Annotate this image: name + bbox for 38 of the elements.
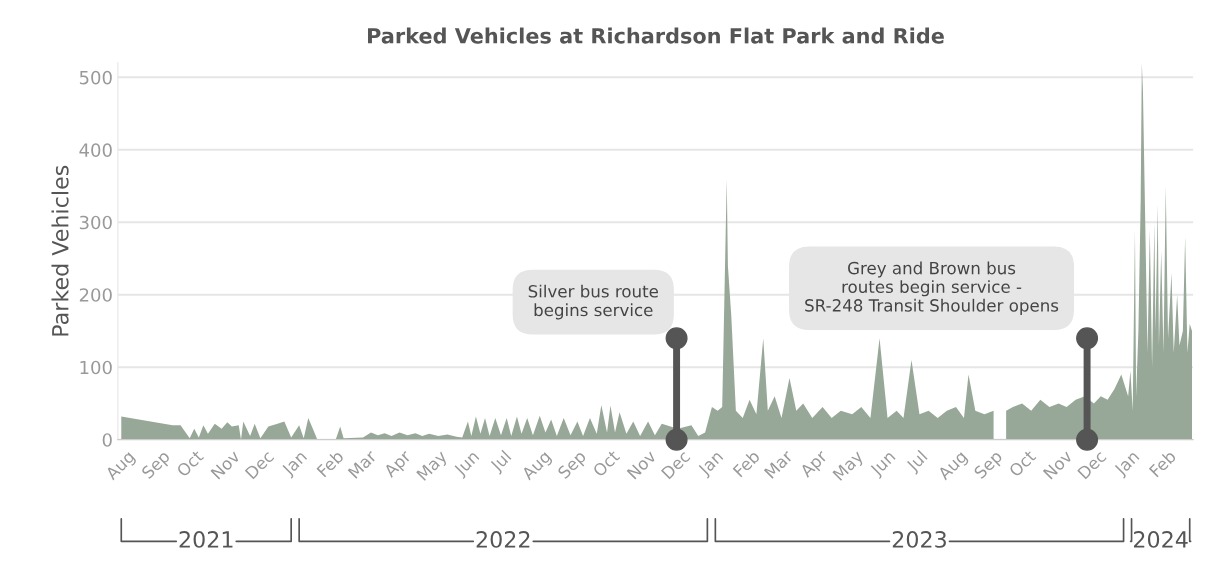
- y-tick-label: 0: [102, 433, 112, 447]
- x-tick-label: Mar: [347, 449, 378, 479]
- x-tick-label: Mar: [763, 449, 794, 479]
- x-tick-label: Jan: [1113, 450, 1142, 479]
- x-tick-label: Jun: [868, 450, 898, 480]
- x-tick-label: Feb: [316, 449, 345, 478]
- y-axis-title: Parked Vehicles: [51, 165, 69, 336]
- y-tick-label: 400: [79, 143, 112, 157]
- x-tick-label: Dec: [1077, 449, 1107, 480]
- x-tick-label: Jan: [696, 450, 726, 479]
- x-tick-label: Apr: [382, 449, 415, 481]
- y-tick-label: 300: [79, 215, 112, 230]
- y-tick-label: 200: [79, 288, 112, 302]
- text: 2022: [476, 531, 530, 548]
- annotation: Silver bus route begins service: [528, 284, 658, 320]
- x-tick-label: Sep: [973, 449, 1006, 482]
- x-tick-label: Nov: [210, 449, 241, 480]
- y-tick-label: 100: [80, 360, 112, 375]
- x-tick-label: Jun: [452, 450, 482, 480]
- text: 2021: [179, 531, 233, 548]
- text: 2023: [892, 531, 946, 548]
- x-tick-label: Feb: [732, 449, 761, 478]
- x-tick-label: Apr: [799, 449, 831, 481]
- chart-title: Parked Vehicles at Richardson Flat Park and Ride: [368, 27, 944, 44]
- text: 2024: [1133, 531, 1188, 548]
- annotation: Grey and Brown bus routes begin service - SR-248 Transit Shoulder opens: [805, 261, 1059, 315]
- x-tick-label: Oct: [175, 449, 205, 478]
- x-tick-label: Oct: [592, 449, 621, 478]
- x-tick-label: Jul: [904, 449, 930, 475]
- y-tick-label: 500: [79, 70, 112, 85]
- x-tick-label: Sep: [140, 449, 173, 482]
- x-tick-label: Dec: [661, 449, 691, 480]
- x-tick-label: Jul: [488, 449, 514, 475]
- x-tick-label: Sep: [557, 449, 589, 482]
- x-tick-label: Feb: [1148, 449, 1177, 478]
- x-tick-label: Dec: [244, 449, 275, 480]
- x-tick-label: Oct: [1008, 449, 1037, 478]
- x-tick-label: Jan: [280, 450, 310, 479]
